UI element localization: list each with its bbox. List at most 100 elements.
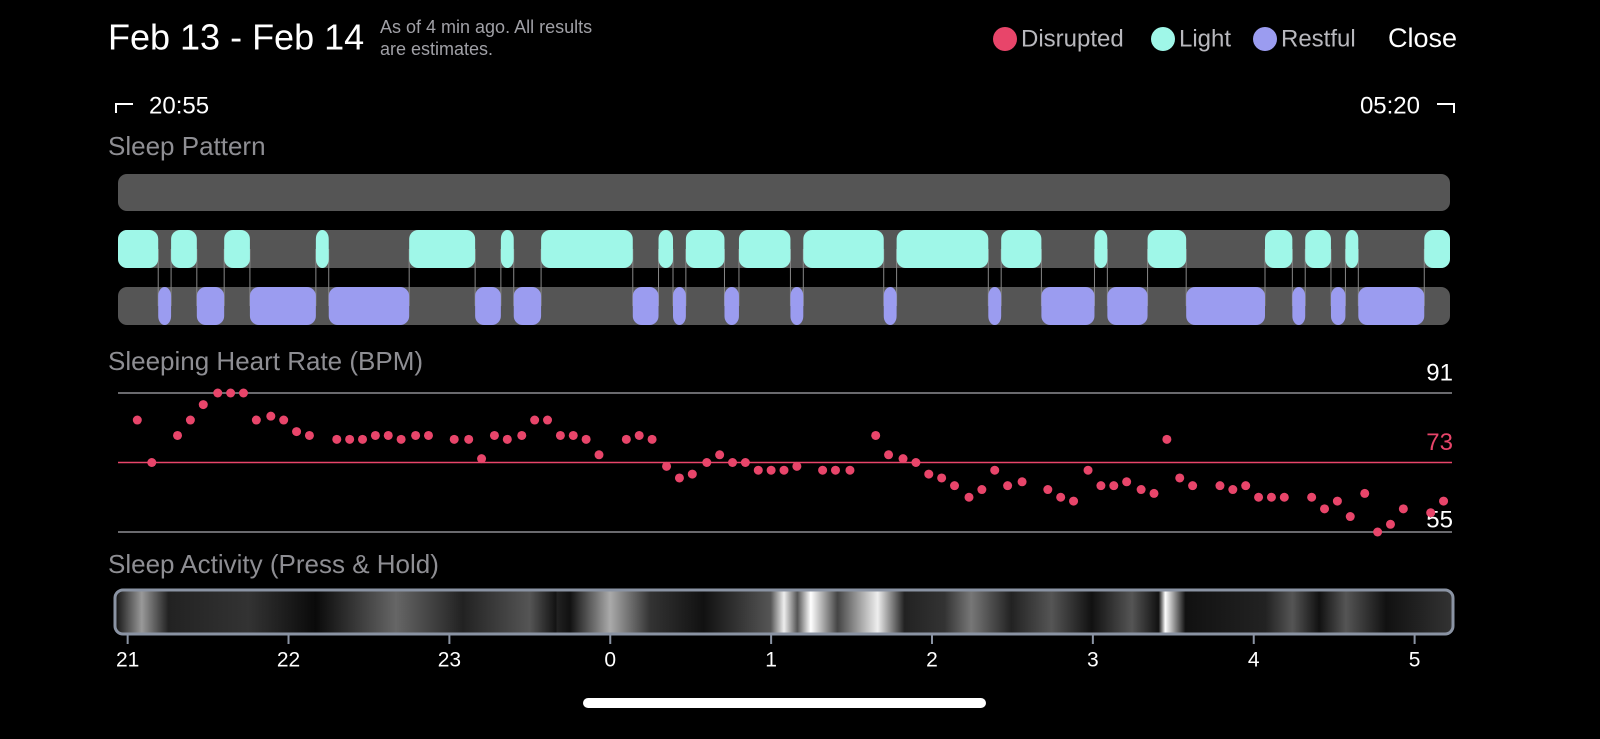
heart-rate-dot: [594, 450, 604, 460]
restful-segment: [1330, 287, 1346, 325]
heart-rate-dot: [977, 485, 987, 495]
light-segment: [1001, 230, 1042, 268]
heart-rate-dot: [1136, 485, 1146, 495]
heart-rate-dot: [238, 388, 248, 398]
restful-segment: [513, 287, 542, 325]
x-tick-label: 2: [926, 649, 938, 672]
disrupted-row: [118, 174, 1450, 211]
heart-rate-dot: [198, 400, 208, 410]
light-segment: [171, 230, 197, 268]
heart-rate-dot: [477, 454, 487, 464]
heart-rate-dot: [543, 415, 553, 425]
heart-rate-dot: [332, 434, 342, 444]
heart-rate-dot: [898, 454, 908, 464]
x-tick-label: 4: [1248, 649, 1260, 672]
heart-rate-dot: [383, 430, 393, 440]
heart-rate-dot: [173, 430, 183, 440]
restful-segment: [1107, 287, 1148, 325]
restful-segment: [988, 287, 1002, 325]
home-indicator: [583, 698, 986, 708]
heart-rate-dot: [1069, 496, 1079, 506]
heart-rate-dot: [621, 434, 631, 444]
x-tick-label: 5: [1409, 649, 1421, 672]
heart-rate-dot: [517, 430, 527, 440]
legend-label: Light: [1179, 25, 1231, 52]
heart-rate-dot: [753, 465, 763, 475]
heart-rate-dot: [1360, 488, 1370, 498]
heart-rate-dot: [792, 461, 802, 471]
restful-segment: [1358, 287, 1425, 325]
light-segment: [315, 230, 329, 268]
heart-rate-dot: [1096, 481, 1106, 491]
heart-rate-dot: [950, 481, 960, 491]
end-time: 05:20: [1360, 92, 1420, 119]
light-segment: [118, 230, 159, 268]
heart-rate-dot: [370, 430, 380, 440]
x-tick-label: 21: [116, 649, 139, 672]
heart-rate-dot: [1175, 473, 1185, 483]
x-tick-label: 0: [604, 649, 616, 672]
heart-rate-dot: [1241, 481, 1251, 491]
section-title: Sleeping Heart Rate (BPM): [108, 346, 423, 376]
x-tick-label: 3: [1087, 649, 1099, 672]
heart-rate-dot: [1426, 508, 1436, 518]
restful-segment: [328, 287, 410, 325]
heart-rate-dot: [292, 427, 302, 437]
x-tick-label: 22: [277, 649, 300, 672]
subtitle: are estimates.: [380, 39, 493, 59]
light-segment: [224, 230, 250, 268]
heart-rate-dot: [1017, 477, 1027, 487]
heart-rate-dot: [728, 458, 738, 467]
heart-rate-dot: [1373, 527, 1383, 537]
heart-rate-dot: [1043, 485, 1053, 495]
heart-rate-dot: [568, 430, 578, 440]
start-time: 20:55: [149, 92, 209, 119]
restful-segment: [883, 287, 897, 325]
heart-rate-dot: [740, 458, 750, 467]
heart-rate-dot: [1345, 512, 1355, 522]
restful-segment: [673, 287, 686, 325]
heart-rate-dot: [1385, 519, 1395, 529]
heart-rate-dot: [411, 430, 421, 440]
range-bracket: [115, 103, 1455, 113]
light-segment: [1094, 230, 1108, 268]
legend-swatch: [1151, 27, 1175, 51]
heart-rate-dot: [530, 415, 540, 425]
restful-segment: [249, 287, 316, 325]
heart-rate-dot: [687, 469, 697, 479]
activity-bar[interactable]: [113, 588, 1455, 636]
close-button[interactable]: Close: [1388, 23, 1457, 53]
heart-rate-dot: [132, 415, 142, 425]
heart-rate-dot: [779, 465, 789, 475]
heart-rate-dot: [702, 458, 712, 467]
heart-rate-dot: [1162, 434, 1172, 444]
light-segment: [1265, 230, 1293, 268]
heart-rate-dot: [1228, 485, 1238, 495]
heart-rate-dot: [1056, 492, 1066, 502]
restful-segment: [158, 287, 172, 325]
light-segment: [738, 230, 791, 268]
heart-rate-dot: [1439, 496, 1449, 506]
light-segment: [1424, 230, 1450, 268]
section-title: Sleep Activity (Press & Hold): [108, 549, 439, 579]
heart-rate-dot: [1083, 465, 1093, 475]
light-segment: [1305, 230, 1331, 268]
light-segment: [658, 230, 673, 268]
heart-rate-dot: [1279, 492, 1289, 502]
restful-segment: [1292, 287, 1306, 325]
heart-rate-dot: [449, 434, 459, 444]
heart-rate-dot: [1149, 488, 1159, 498]
heart-rate-dot: [647, 434, 657, 444]
heart-rate-dot: [830, 465, 840, 475]
heart-rate-dot: [396, 434, 406, 444]
heart-rate-dot: [674, 473, 684, 483]
heart-rate-dot: [489, 430, 499, 440]
heart-rate-dot: [1398, 504, 1408, 514]
heart-rate-dot: [226, 388, 236, 398]
heart-rate-dot: [964, 492, 974, 502]
heart-rate-dot: [502, 434, 512, 444]
legend-swatch: [1253, 27, 1277, 51]
heart-rate-dot: [766, 465, 776, 475]
heart-rate-dot: [924, 469, 934, 479]
